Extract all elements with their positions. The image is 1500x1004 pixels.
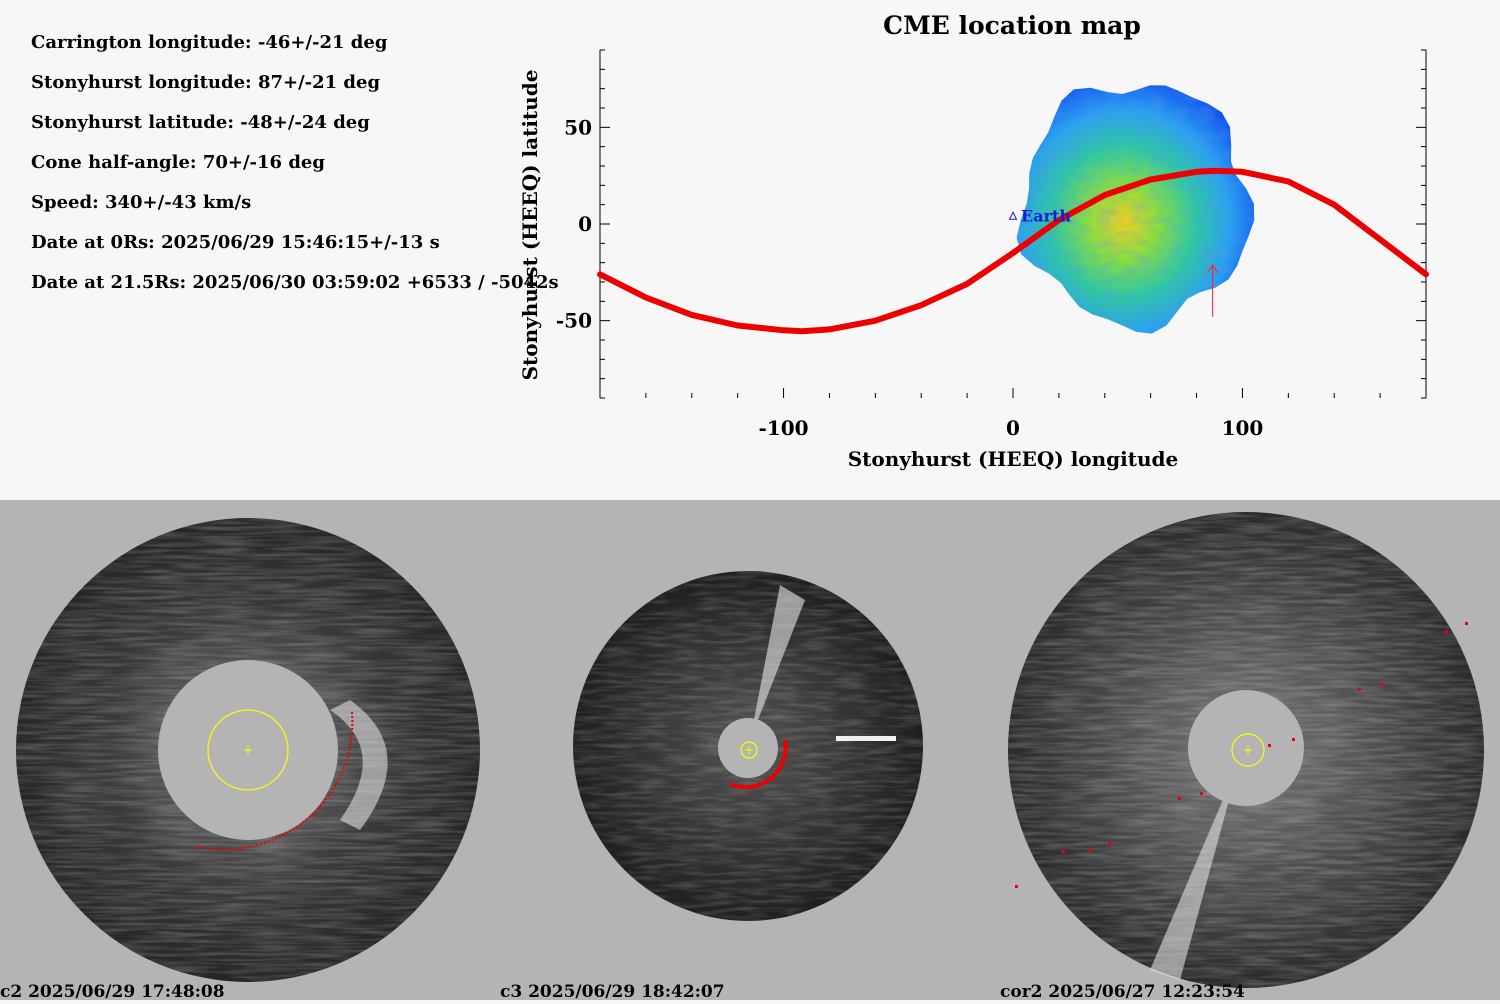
cme-location-map: CME location map 50 0 -50 -100 0 100 Earth St… — [518, 11, 1429, 471]
plot-axes: 50 0 -50 -100 0 100 — [556, 49, 1427, 440]
c2-cme-fit — [194, 711, 354, 851]
c2-image — [16, 518, 480, 982]
c3-bright-streamer — [750, 585, 805, 740]
cone-half-angle: Cone half-angle: 70+/-16 deg — [31, 152, 325, 173]
y-tick-label: -50 — [556, 309, 592, 333]
earth-label: Earth — [1021, 206, 1071, 225]
cor2-caption: cor2 2025/06/27 12:23:54 — [1000, 982, 1245, 1002]
cor2-sun-circle — [1231, 733, 1265, 767]
stonyhurst-longitude: Stonyhurst longitude: 87+/-21 deg — [31, 72, 381, 93]
y-tick-label: 0 — [578, 212, 592, 236]
c3-image — [573, 571, 923, 921]
c3-cme-fit — [729, 739, 788, 790]
density-texture — [1016, 85, 1255, 334]
date-at-0rs: Date at 0Rs: 2025/06/29 15:46:15+/-13 s — [31, 232, 440, 253]
c3-caption: c3 2025/06/29 18:42:07 — [500, 982, 725, 1002]
cor2-bright-streamer — [1150, 760, 1240, 980]
x-axis-label: Stonyhurst (HEEQ) longitude — [848, 447, 1179, 471]
x-tick-label: 100 — [1222, 416, 1264, 440]
cor2-sun-center — [1244, 746, 1252, 754]
cor2-image — [1008, 512, 1484, 988]
c3-sun-center — [745, 746, 753, 754]
latitude-curve — [597, 167, 1429, 335]
c3-occulter — [718, 718, 778, 778]
c2-panel: c2 2025/06/29 17:48:08 — [0, 500, 500, 1002]
c2-caption: c2 2025/06/29 17:48:08 — [0, 982, 225, 1002]
cor2-panel: cor2 2025/06/27 12:23:54 — [1000, 500, 1500, 1002]
c3-planet-streak — [836, 736, 896, 741]
x-tick-label: -100 — [759, 416, 809, 440]
chart-title: CME location map — [883, 11, 1141, 40]
cme-density-region — [1016, 85, 1255, 334]
curve-line — [597, 167, 1429, 335]
cor2-fit-points — [1015, 622, 1468, 888]
coronagraph-section: c2 2025/06/29 17:48:08 c3 2025/06/29 18:… — [0, 500, 1500, 1002]
c2-bright-front — [330, 700, 388, 830]
stonyhurst-latitude: Stonyhurst latitude: -48+/-24 deg — [31, 112, 370, 133]
cme-direction-arrow — [1207, 263, 1219, 274]
c3-sun-circle — [740, 741, 758, 759]
c2-sun-circle — [207, 709, 289, 791]
cme-parameters: Carrington longitude: -46+/-21 deg Stony… — [31, 30, 559, 310]
x-tick-label: 0 — [1006, 416, 1020, 440]
cor2-occulter — [1188, 690, 1304, 806]
date-at-21-5rs: Date at 21.5Rs: 2025/06/30 03:59:02 +653… — [31, 272, 559, 293]
y-tick-label: 50 — [564, 115, 592, 139]
earth-marker — [1008, 211, 1018, 220]
c2-sun-center — [244, 746, 252, 754]
plot-markers: Earth — [1008, 206, 1219, 317]
carrington-longitude: Carrington longitude: -46+/-21 deg — [31, 32, 388, 53]
map-section: Carrington longitude: -46+/-21 deg Stony… — [0, 0, 1500, 500]
y-axis-label: Stonyhurst (HEEQ) latitude — [518, 70, 542, 381]
c3-panel: c3 2025/06/29 18:42:07 — [500, 500, 1000, 1002]
speed: Speed: 340+/-43 km/s — [31, 192, 252, 213]
